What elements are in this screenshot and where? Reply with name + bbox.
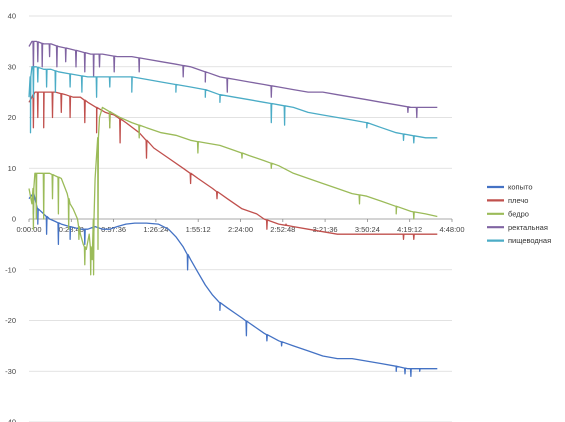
x-tick-label: 3:21:36 (313, 225, 338, 234)
y-tick-label: 10 (8, 164, 16, 173)
x-tick-labels: 0:00:00 0:28:48 0:57:36 1:26:24 1:55:12 2:24:… (16, 225, 464, 234)
x-tick-label: 3:50:24 (355, 225, 380, 234)
x-tick-label: 0:28:48 (59, 225, 84, 234)
series-line-0 (28, 192, 438, 377)
y-tick-label: -40 (5, 418, 16, 422)
x-tick-label: 2:24:00 (228, 225, 253, 234)
legend-label: копыто (508, 183, 533, 192)
zero-axis-line (28, 218, 453, 222)
x-tick-label: 4:48:00 (439, 225, 464, 234)
x-tick-label: 2:52:48 (270, 225, 295, 234)
series-lines (28, 40, 438, 377)
legend-label: бедро (508, 209, 529, 218)
y-tick-label: 20 (8, 113, 16, 122)
x-tick-label: 4:19:12 (397, 225, 422, 234)
y-tick-label: 30 (8, 62, 16, 71)
y-tick-label: 40 (8, 12, 16, 21)
series-line-4 (28, 66, 438, 144)
series-line-3 (28, 40, 438, 119)
legend-label: плечо (508, 196, 528, 205)
legend-label: ректальная (508, 223, 548, 232)
legend: копыто плечо бедро ректальная пищеводная (487, 183, 551, 245)
y-tick-label: -10 (5, 265, 16, 274)
y-tick-labels: 40 30 20 10 0 -10 -20 -30 -40 (5, 12, 16, 422)
x-tick-label: 1:26:24 (143, 225, 168, 234)
series-line-1 (28, 91, 438, 240)
series-line-2 (28, 106, 438, 276)
y-tick-label: 0 (12, 215, 16, 224)
x-tick-label: 1:55:12 (186, 225, 211, 234)
y-tick-label: -20 (5, 316, 16, 325)
y-tick-label: -30 (5, 367, 16, 376)
legend-label: пищеводная (508, 236, 551, 245)
x-tick-label: 0:00:00 (16, 225, 41, 234)
x-tick-label: 0:57:36 (101, 225, 126, 234)
